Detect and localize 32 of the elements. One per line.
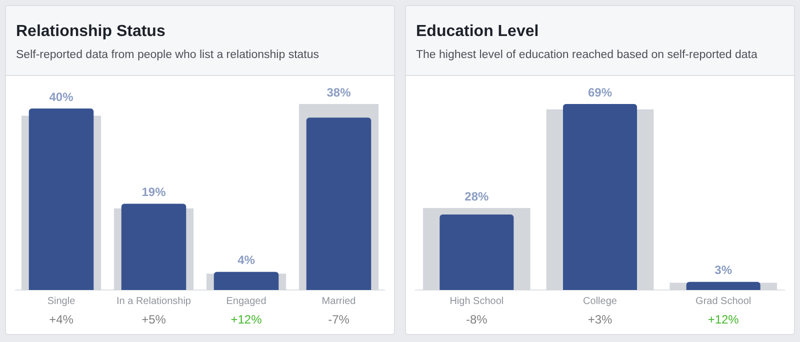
text: +12%	[708, 312, 740, 326]
bar	[440, 214, 514, 290]
bar	[686, 282, 760, 290]
data-label: 3%	[714, 263, 732, 278]
chart-subtitle: Self-reported data from people who list a relationship status	[16, 49, 320, 61]
x-tick-label: In a Relationship	[116, 296, 192, 307]
text: +3%	[588, 312, 612, 326]
chart-title: Relationship Status	[16, 22, 166, 41]
x-tick-label: College	[583, 296, 618, 307]
bar	[306, 118, 372, 290]
chart-subtitle: The highest level of education reached based on self-reported data	[416, 49, 758, 61]
bar	[563, 104, 637, 290]
data-label: 40%	[49, 90, 74, 104]
data-label: 28%	[464, 189, 489, 204]
x-tick-label: High School	[450, 296, 504, 307]
x-tick-label: Engaged	[226, 296, 266, 307]
text: -7%	[328, 312, 350, 326]
text: -8%	[466, 312, 488, 326]
chart-title: Education Level	[416, 22, 540, 41]
x-tick-label: Grad School	[696, 296, 752, 307]
text: +4%	[49, 312, 74, 326]
data-label: 4%	[238, 253, 256, 268]
text: +12%	[230, 312, 262, 326]
bar	[121, 204, 186, 290]
bar	[214, 272, 279, 290]
data-label: 19%	[142, 185, 166, 200]
x-tick-label: Single	[47, 296, 76, 307]
text: +5%	[142, 312, 166, 326]
data-label: 38%	[326, 85, 352, 100]
x-tick-label: Married	[322, 296, 356, 307]
data-label: 69%	[588, 85, 612, 100]
bar	[28, 108, 94, 290]
